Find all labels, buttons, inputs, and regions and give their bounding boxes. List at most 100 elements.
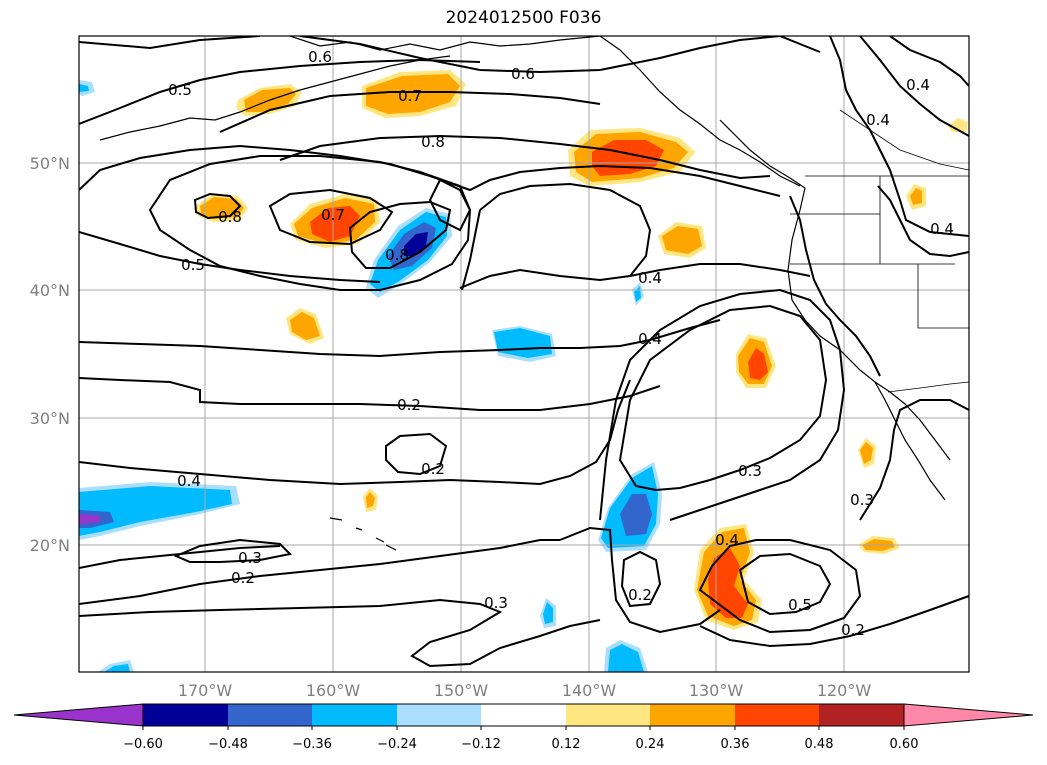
colorbar-segment bbox=[566, 704, 650, 726]
shade-neg-170w10n-core bbox=[104, 664, 130, 672]
contour-label: 0.5 bbox=[788, 596, 812, 614]
contour-0.3-east bbox=[859, 399, 969, 521]
shade-neg-135w22n-core bbox=[620, 494, 652, 536]
contour-0.5-north bbox=[79, 58, 481, 125]
contour-0.2-outer-south bbox=[559, 526, 721, 634]
contour-label: 0.3 bbox=[238, 549, 262, 567]
contour-label: 0.2 bbox=[628, 586, 652, 604]
contour-0.2-south bbox=[79, 598, 601, 668]
shade-pos-113w53n bbox=[948, 118, 968, 132]
contour-0.5-outer bbox=[79, 144, 781, 197]
colorbar-tick-label: 0.24 bbox=[636, 737, 665, 752]
contour-0.2-se bbox=[699, 595, 969, 648]
longitude-labels: 170°W 160°W 150°W 140°W 130°W 120°W bbox=[178, 681, 872, 700]
border-us-mexico bbox=[887, 381, 969, 393]
contour-label: 0.2 bbox=[397, 396, 421, 414]
shade-neg-175w22n-peak bbox=[79, 514, 100, 524]
contour-0.4-south-loop bbox=[173, 538, 293, 563]
contour-label: 0.8 bbox=[385, 246, 409, 264]
contour-0.3-loop-south bbox=[620, 550, 662, 608]
lat-label: 50°N bbox=[30, 154, 70, 173]
contour-0.2-loop bbox=[385, 432, 448, 476]
colorbar-segment bbox=[819, 704, 904, 726]
lon-label: 160°W bbox=[306, 681, 361, 700]
coast-hawaii bbox=[329, 517, 397, 551]
colorbar-tick-label: 0.60 bbox=[890, 737, 919, 752]
shade-neg-topleft-core bbox=[79, 84, 89, 92]
contour-0.4-mid bbox=[79, 319, 721, 358]
contour-0.4-coast bbox=[789, 195, 881, 377]
contour-label: 0.2 bbox=[841, 621, 865, 639]
contour-label: 0.4 bbox=[177, 472, 201, 490]
contour-0.4-ne3 bbox=[889, 36, 969, 87]
contour-label: 0.5 bbox=[168, 81, 192, 99]
shade-pos-118w47n-core bbox=[910, 188, 922, 205]
contour-label: 0.4 bbox=[638, 269, 662, 287]
latitude-labels: 50°N 40°N 30°N 20°N bbox=[30, 154, 70, 555]
contour-label: 0.4 bbox=[715, 531, 739, 549]
contour-label: 0.4 bbox=[638, 330, 662, 348]
graticule bbox=[79, 36, 969, 672]
lat-label: 30°N bbox=[30, 409, 70, 428]
contour-0.4-e bbox=[877, 185, 969, 258]
contour-label: 0.3 bbox=[484, 594, 508, 612]
contour-0.8-north bbox=[279, 134, 771, 180]
contour-0.2-band bbox=[79, 379, 631, 486]
lat-label: 20°N bbox=[30, 536, 70, 555]
colorbar-right-arrow bbox=[903, 703, 1034, 727]
colorbar-tick-label: −0.48 bbox=[208, 737, 248, 752]
contour-0.4-ring-east bbox=[618, 304, 828, 492]
contour-0.4-inner-loop bbox=[461, 182, 652, 291]
shade-pos-129w17n-core bbox=[708, 548, 748, 618]
colorbar-tick-label: 0.36 bbox=[721, 737, 750, 752]
contour-0.4-central bbox=[459, 263, 811, 289]
colorbar-segment bbox=[481, 704, 566, 726]
colorbar-segment bbox=[650, 704, 735, 726]
contour-label: 0.2 bbox=[421, 460, 445, 478]
contour-0.2-ring-east bbox=[599, 288, 846, 521]
contour-label: 0.6 bbox=[511, 65, 535, 83]
contour-label: 0.5 bbox=[181, 256, 205, 274]
lat-label: 40°N bbox=[30, 281, 70, 300]
contour-lines bbox=[79, 36, 969, 668]
contour-label: 0.2 bbox=[231, 569, 255, 587]
lon-label: 130°W bbox=[689, 681, 744, 700]
contour-0.5-west bbox=[79, 231, 381, 283]
contour-label: 0.3 bbox=[738, 462, 762, 480]
coast-baja bbox=[874, 381, 946, 501]
colorbar-left-arrow bbox=[13, 703, 144, 727]
contour-0.6-top bbox=[79, 36, 781, 74]
contour-label: 0.8 bbox=[421, 133, 445, 151]
contour-0.4-ne bbox=[859, 36, 969, 137]
contour-0.4-ne2 bbox=[829, 36, 969, 237]
contour-label: 0.8 bbox=[218, 208, 242, 226]
shade-pos-160w45n-core bbox=[310, 206, 360, 242]
contour-label: 0.6 bbox=[308, 48, 332, 66]
colorbar-tick-label: 0.48 bbox=[805, 737, 834, 752]
lon-label: 120°W bbox=[817, 681, 872, 700]
shade-neg-175w22n-mid bbox=[79, 486, 232, 536]
border-nv bbox=[917, 264, 969, 329]
colorbar-tick-label: −0.60 bbox=[123, 737, 163, 752]
contour-0.4-se bbox=[698, 539, 862, 634]
contour-0.8-small bbox=[193, 192, 242, 220]
lon-label: 140°W bbox=[562, 681, 617, 700]
lon-label: 170°W bbox=[178, 681, 233, 700]
contour-0.8-ring bbox=[348, 200, 452, 269]
contour-labels: 0.6 0.5 0.7 0.6 0.8 0.8 0.7 0.8 0.5 0.4 … bbox=[168, 48, 954, 639]
contour-label: 0.4 bbox=[866, 111, 890, 129]
contour-label: 0.7 bbox=[398, 87, 422, 105]
coastlines bbox=[99, 36, 951, 551]
coast-aleutians bbox=[99, 55, 451, 141]
coast-alaska bbox=[289, 36, 601, 51]
contour-0.5-top2 bbox=[779, 36, 821, 53]
border-ak-bc bbox=[839, 109, 969, 171]
colorbar-tick-label: −0.24 bbox=[377, 737, 417, 752]
contour-0.7 bbox=[219, 91, 601, 133]
colorbar-tick-label: 0.12 bbox=[552, 737, 581, 752]
shade-pos-118w26n-core bbox=[860, 442, 873, 464]
shade-neg-153w43n-peak bbox=[404, 232, 428, 256]
colorbar-segment bbox=[143, 704, 228, 726]
plot-frame bbox=[78, 35, 970, 673]
